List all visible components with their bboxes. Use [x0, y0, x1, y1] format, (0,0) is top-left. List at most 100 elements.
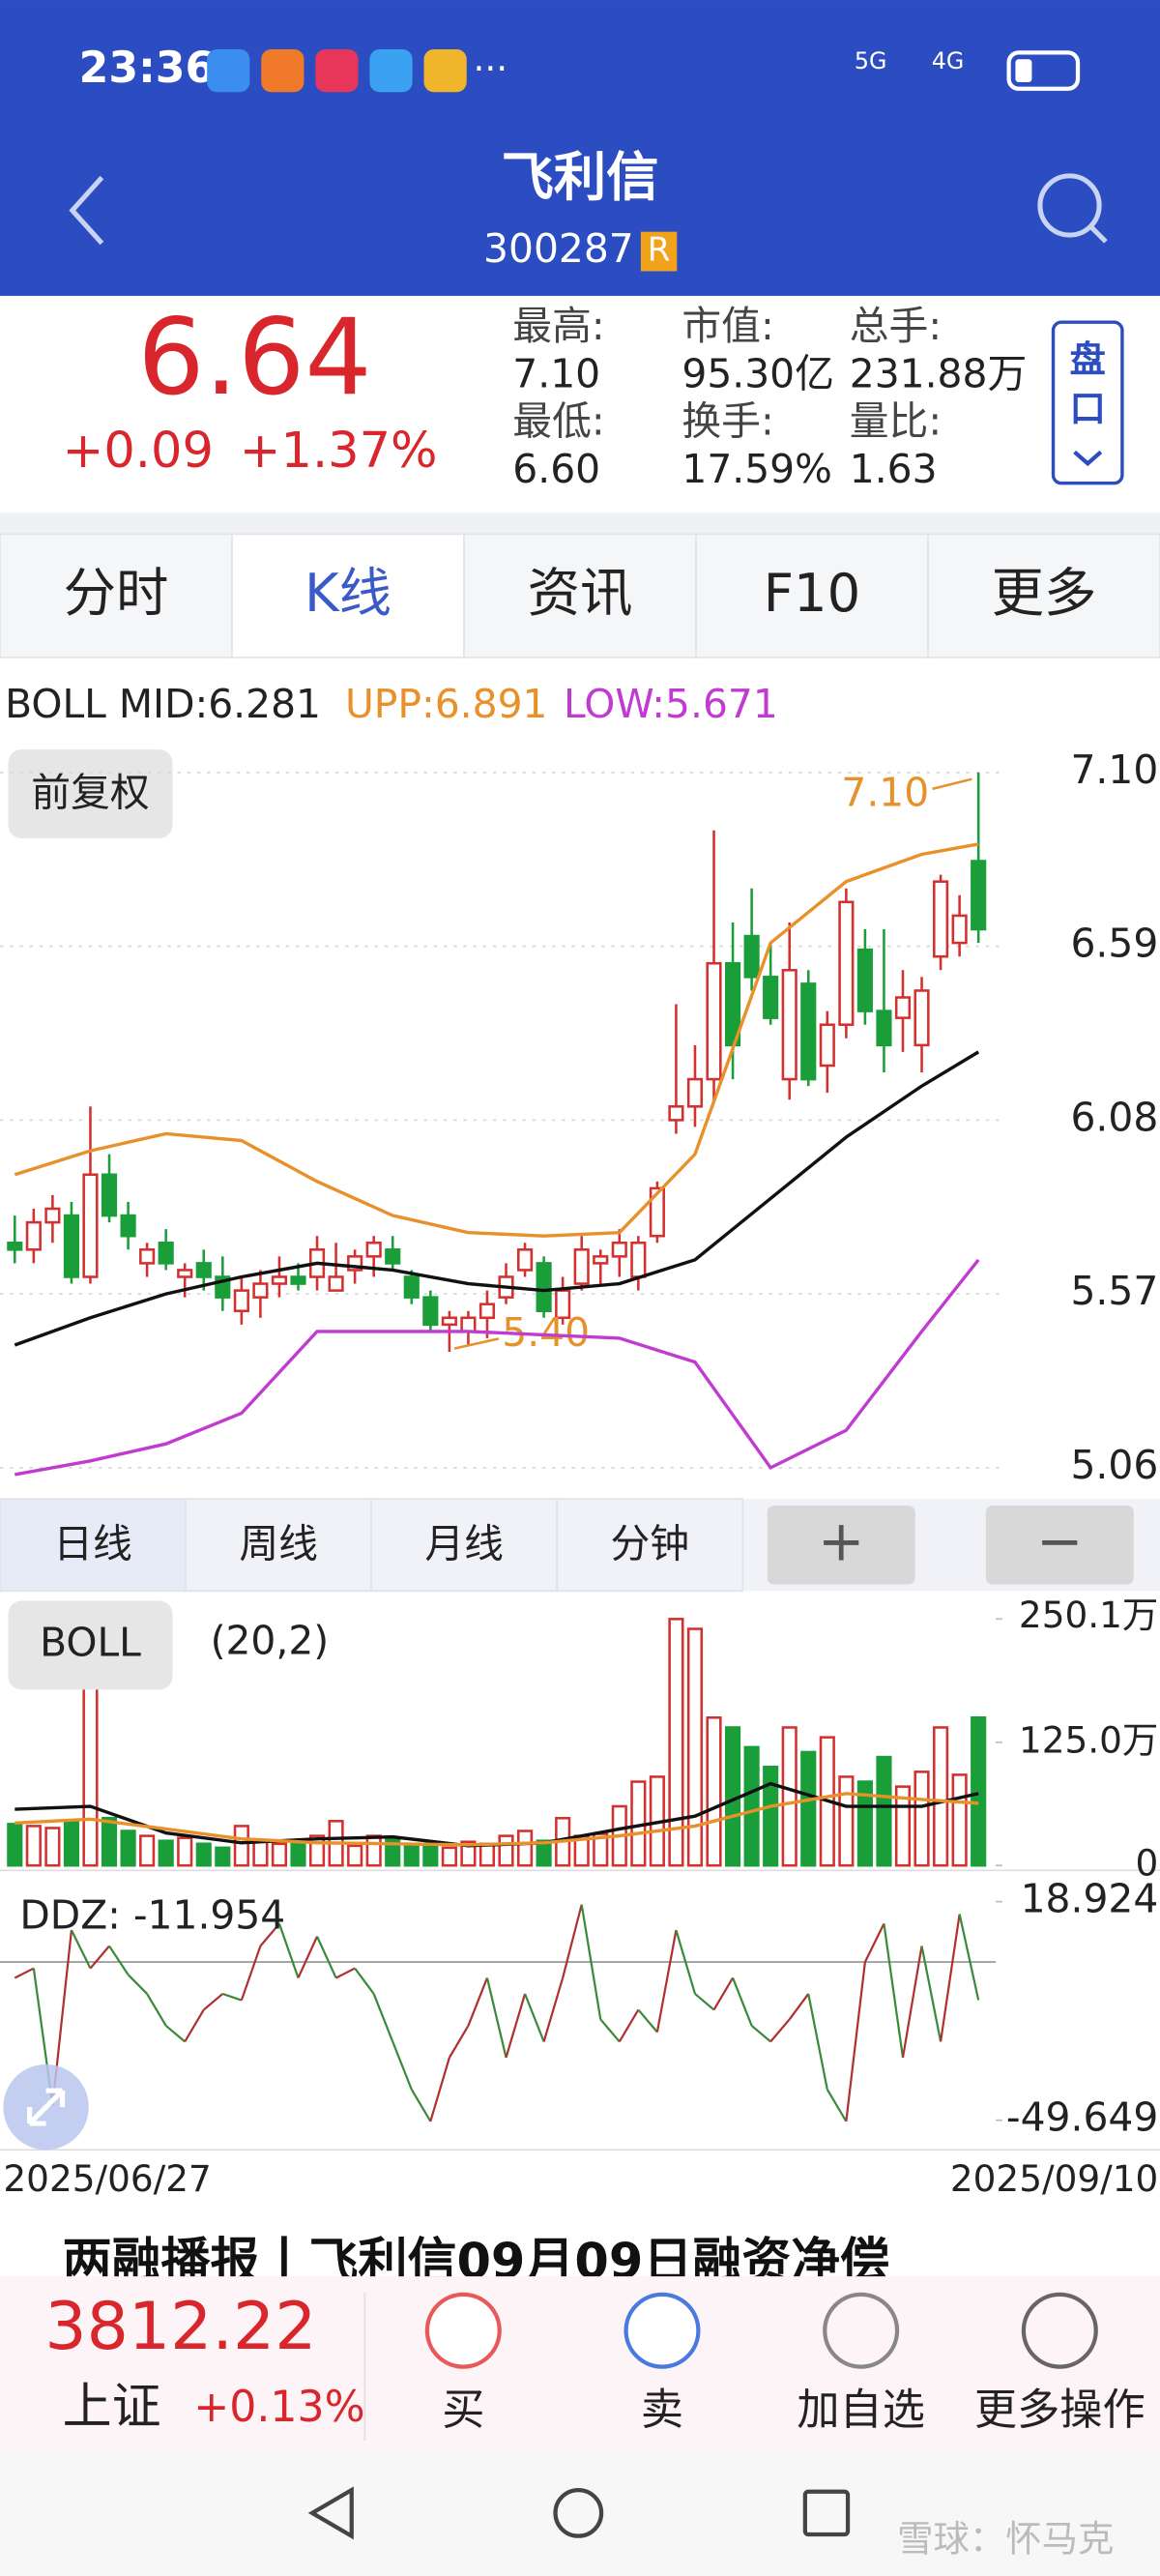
y-tick-label: 5.57	[1070, 1268, 1158, 1314]
volume-bar	[800, 1750, 817, 1867]
stock-name: 飞利信	[501, 147, 658, 208]
y-tick-label: 7.10	[1070, 746, 1158, 793]
ddz-segment	[221, 1992, 243, 2002]
divider	[0, 512, 1160, 535]
action-icon[interactable]	[1021, 2292, 1098, 2369]
handicap-button[interactable]	[1051, 320, 1124, 485]
candle-body	[536, 1262, 552, 1313]
ddz-segment	[580, 1904, 602, 2020]
nav-home[interactable]	[553, 2487, 604, 2538]
ddz-segment	[429, 2057, 450, 2122]
candle-body	[894, 996, 912, 1019]
status-net: 5G	[855, 47, 887, 74]
tab-label: 资讯	[528, 563, 633, 624]
candle-body	[195, 1262, 212, 1278]
volume-bar	[215, 1846, 231, 1867]
candle-body	[365, 1241, 382, 1258]
candle-body	[177, 1269, 193, 1278]
action-label[interactable]: 更多操作	[974, 2386, 1146, 2435]
status-net: 4G	[932, 47, 965, 74]
price-percent: +1.37%	[240, 423, 438, 480]
volume-bar	[706, 1716, 722, 1867]
volume-bar	[139, 1834, 156, 1867]
price-change: +0.09	[63, 423, 214, 480]
status-more: ···	[474, 47, 508, 90]
volume-bar	[120, 1830, 136, 1867]
candle-body	[516, 1248, 534, 1272]
action-icon[interactable]	[823, 2292, 900, 2369]
ddz-tick-label: 18.924	[1021, 1876, 1159, 1922]
action-icon[interactable]	[624, 2292, 701, 2369]
ddz-segment	[240, 1946, 262, 2001]
volume-bar	[441, 1846, 457, 1867]
ddz-segment	[920, 1946, 942, 2042]
ddz-segment	[108, 1945, 130, 1976]
volume-bar	[951, 1773, 968, 1867]
action-label[interactable]: 买	[442, 2386, 484, 2435]
candle-body	[441, 1316, 457, 1327]
volume-indicator-button[interactable]	[8, 1600, 173, 1690]
period-bar	[0, 1499, 1160, 1592]
zoom-button[interactable]	[985, 1505, 1134, 1585]
period-label: 月线	[424, 1520, 504, 1566]
volume-bar	[158, 1839, 174, 1867]
low-pointer	[453, 1337, 500, 1350]
ddz-segment	[392, 2040, 413, 2091]
tab[interactable]	[231, 533, 465, 659]
nav-recent[interactable]	[802, 2489, 851, 2537]
action-label[interactable]: 加自选	[797, 2386, 925, 2435]
ddz-segment	[939, 1914, 961, 2042]
y-tick-label: 6.59	[1070, 921, 1158, 967]
y-tick-label: 5.06	[1070, 1442, 1158, 1488]
action-icon[interactable]	[424, 2292, 502, 2369]
app-header-bg	[0, 0, 1160, 296]
candle-body	[403, 1275, 420, 1299]
volume-indicator: BOLL	[40, 1619, 141, 1665]
volume-bar	[516, 1830, 534, 1867]
stat-label: 最低:	[512, 398, 604, 445]
candle-body	[555, 1289, 571, 1320]
candle-body	[385, 1248, 401, 1265]
candle-body	[743, 934, 760, 979]
volume-bar	[422, 1844, 439, 1867]
candle-body	[252, 1282, 269, 1299]
stat-label: 总手:	[850, 303, 942, 349]
period-tab[interactable]	[556, 1498, 744, 1593]
volume-bar	[668, 1618, 684, 1867]
tab-label: F10	[764, 563, 860, 624]
period-tab[interactable]	[0, 1498, 187, 1593]
ddz-tick-label: -49.649	[1006, 2094, 1158, 2141]
candle-body	[800, 982, 817, 1081]
stat-label: 最高:	[512, 303, 604, 349]
ddz-segment	[712, 1976, 735, 2010]
ddz-segment	[297, 1936, 319, 1978]
ddz-segment	[637, 2008, 658, 2034]
volume-bar	[195, 1842, 212, 1867]
volume-bar	[838, 1775, 855, 1867]
candle-body	[876, 1010, 892, 1047]
ddz-segment	[901, 1946, 923, 2059]
candle-body	[706, 961, 722, 1081]
stat-label: 量比:	[850, 398, 942, 445]
handicap-label: 盘	[1070, 337, 1106, 380]
ddz-segment	[732, 1977, 753, 2027]
candle-body	[290, 1275, 306, 1285]
back-button[interactable]	[69, 175, 104, 246]
boll-line	[14, 842, 979, 1238]
tab-label: 更多	[992, 563, 1097, 624]
volume-bar	[347, 1844, 363, 1867]
action-label[interactable]: 卖	[641, 2386, 683, 2435]
candle-body	[7, 1241, 23, 1251]
badge-bg	[640, 231, 678, 272]
boll-line	[14, 1258, 980, 1477]
search-button[interactable]	[1037, 173, 1108, 244]
zoom-button[interactable]	[767, 1505, 915, 1585]
nav-back[interactable]	[307, 2486, 354, 2540]
volume-ma-line	[14, 1792, 979, 1847]
candle-body	[649, 1186, 665, 1238]
tab-label: K线	[304, 563, 392, 624]
candle-body	[44, 1207, 61, 1224]
volume-bar	[763, 1765, 779, 1867]
